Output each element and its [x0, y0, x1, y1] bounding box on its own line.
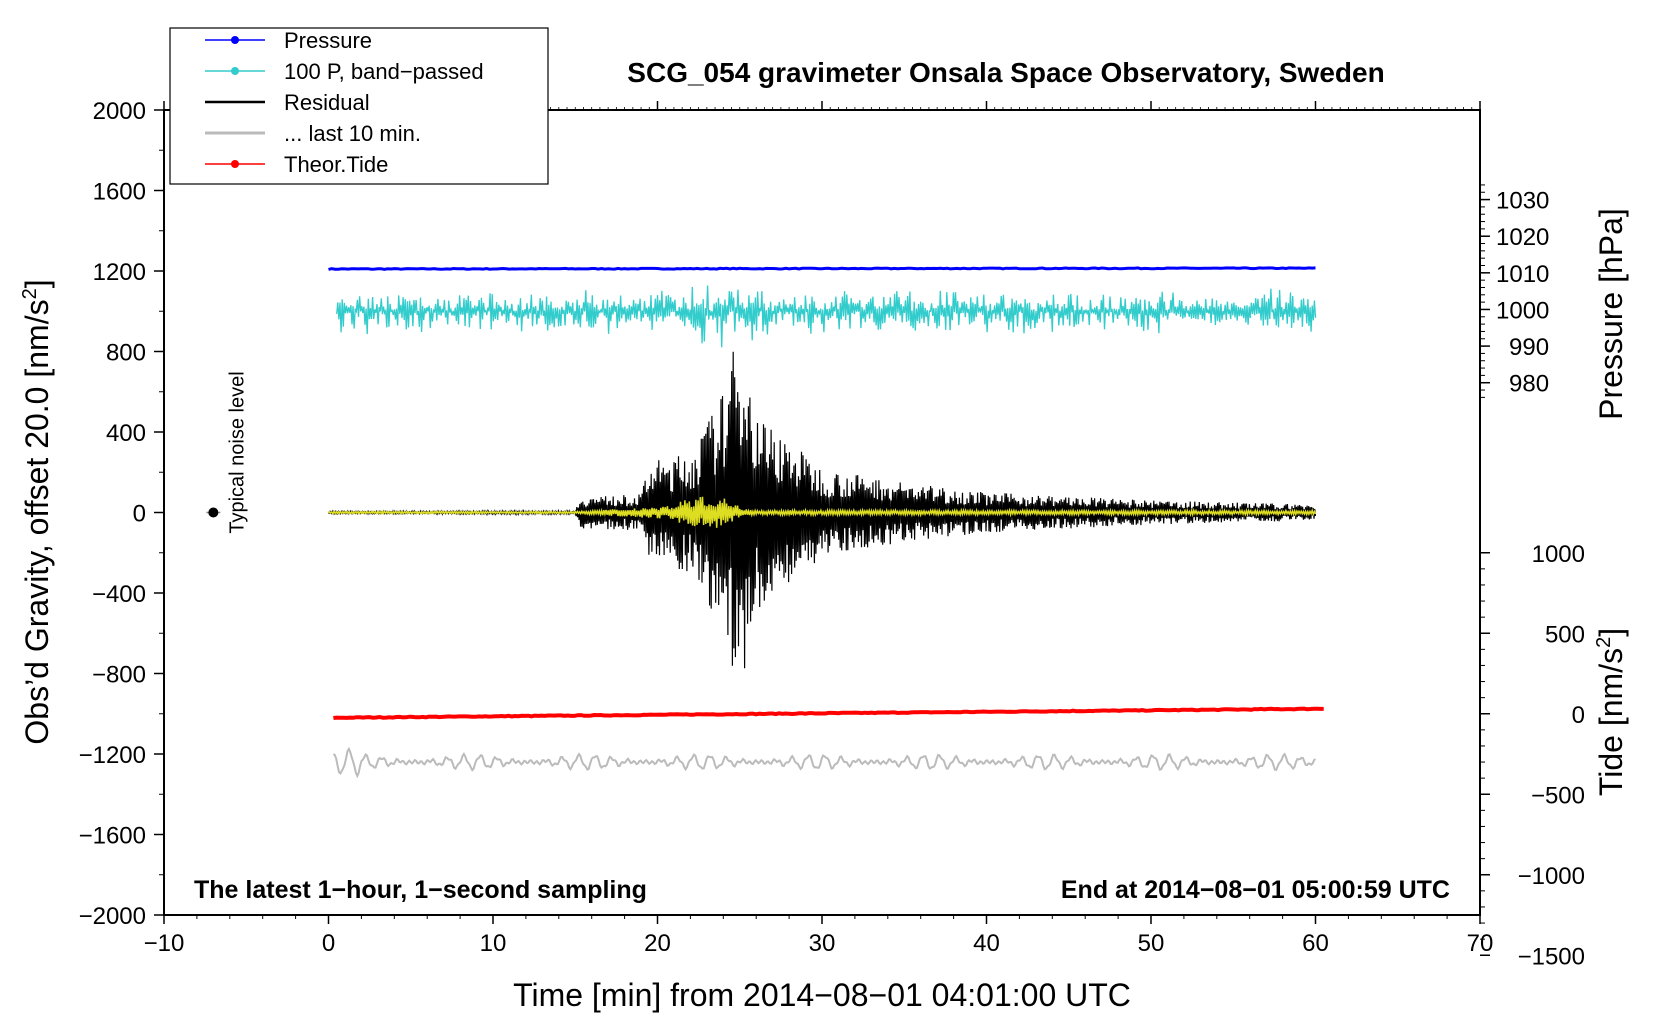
left-tick-label: −800: [92, 662, 146, 689]
x-tick-label: 50: [1138, 930, 1165, 957]
left-tick-label: −1200: [79, 742, 146, 769]
left-axis-ticks: 2000 1600 1200 800 400 0 −400 −800 −1200 −1600 −20…: [79, 98, 164, 930]
legend-marker: [231, 160, 239, 168]
tide-tick-label: 1000: [1532, 541, 1585, 568]
tide-tick-label: −500: [1531, 782, 1585, 809]
legend-label: Theor.Tide: [284, 152, 388, 177]
pressure-tick-label: 1030: [1496, 188, 1549, 215]
tide-tick-label: −1000: [1518, 863, 1585, 890]
series-100p-band-passed: [336, 285, 1317, 348]
pressure-tick-label: 990: [1509, 334, 1549, 361]
footnote-right: End at 2014−08−01 05:00:59 UTC: [1061, 876, 1450, 904]
pressure-axis-ticks: 1030 1020 1010 1000 990 980: [1480, 184, 1549, 398]
left-tick-label: 0: [133, 501, 146, 528]
x-tick-label: 0: [322, 930, 335, 957]
legend-label: 100 P, band−passed: [284, 59, 484, 84]
x-axis-title: Time [min] from 2014−08−01 04:01:00 UTC: [513, 977, 1131, 1013]
noise-marker: Typical noise level: [206, 371, 248, 534]
tide-tick-label: 500: [1545, 621, 1585, 648]
legend: Pressure 100 P, band−passed Residual ... la…: [169, 27, 549, 185]
tide-tick-label: 0: [1572, 702, 1585, 729]
tide-axis-title: Tide [nm/s2]: [1593, 628, 1629, 796]
left-tick-label: 2000: [93, 98, 146, 125]
x-tick-label: 20: [644, 930, 671, 957]
pressure-tick-label: 1000: [1496, 297, 1549, 324]
x-tick-label: 40: [973, 930, 1000, 957]
x-tick-label: 60: [1302, 930, 1329, 957]
tide-tick-label: −1500: [1518, 943, 1585, 970]
left-tick-label: −1600: [79, 823, 146, 850]
chart-title: SCG_054 gravimeter Onsala Space Observat…: [627, 57, 1384, 88]
left-axis-title-sup: 2: [19, 288, 41, 299]
series-pressure: [328, 266, 1316, 271]
pressure-tick-label: 980: [1509, 371, 1549, 398]
left-tick-label: −2000: [79, 903, 146, 930]
left-tick-label: 400: [106, 420, 146, 447]
left-axis-title-end: ]: [19, 279, 55, 288]
tide-axis-title-main: Tide [nm/s: [1593, 648, 1629, 796]
pressure-tick-label: 1010: [1496, 261, 1549, 288]
pressure-axis-title: Pressure [hPa]: [1593, 208, 1629, 420]
x-tick-label: 30: [809, 930, 836, 957]
x-tick-label: 10: [480, 930, 507, 957]
series-theoretical-tide: [333, 706, 1324, 720]
tide-axis-title-end: ]: [1593, 628, 1629, 637]
left-axis-title: Obs’d Gravity, offset 20.0 [nm/s2]: [19, 279, 55, 744]
legend-label: ... last 10 min.: [284, 121, 421, 146]
x-tick-label: 70: [1467, 930, 1494, 957]
left-tick-label: −400: [92, 581, 146, 608]
tide-axis-ticks: 1000 500 0 −500 −1000 −1500: [1480, 541, 1585, 970]
footnote-left: The latest 1−hour, 1−second sampling: [194, 876, 647, 904]
legend-box: [169, 27, 549, 185]
legend-marker: [231, 67, 239, 75]
series-yellow-overlay: [327, 496, 1317, 528]
x-tick-label: −10: [144, 930, 185, 957]
left-tick-label: 1200: [93, 259, 146, 286]
legend-marker: [231, 36, 239, 44]
legend-label: Residual: [284, 90, 370, 115]
noise-label: Typical noise level: [226, 371, 248, 533]
x-axis-ticks: −10 0 10 20 30 40 50 60 70: [144, 101, 1494, 957]
tide-axis-title-sup: 2: [1593, 637, 1615, 648]
series-last-10-min: [332, 746, 1317, 779]
left-tick-label: 1600: [93, 179, 146, 206]
left-tick-label: 800: [106, 340, 146, 367]
noise-point: [208, 507, 219, 518]
left-axis-title-main: Obs’d Gravity, offset 20.0 [nm/s: [19, 299, 55, 744]
pressure-tick-label: 1020: [1496, 224, 1549, 251]
legend-label: Pressure: [284, 28, 372, 53]
